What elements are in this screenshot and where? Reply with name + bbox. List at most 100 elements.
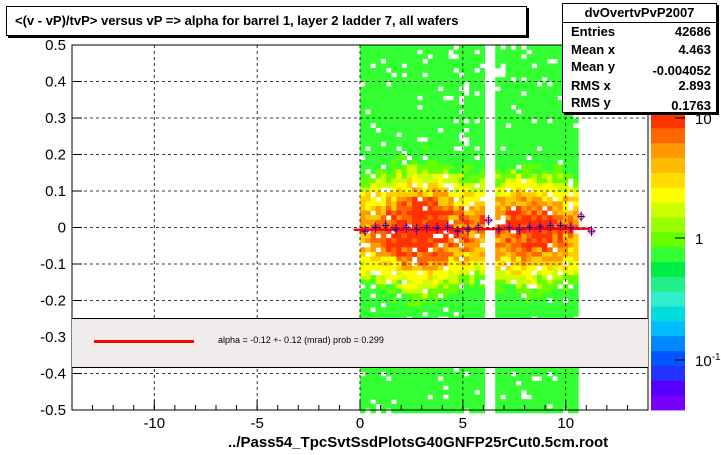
heatmap-cell: [458, 49, 465, 55]
heatmap-cell: [432, 114, 439, 119]
heatmap-cell: [495, 275, 501, 280]
heatmap-cell: [448, 293, 454, 299]
profile-point: [381, 221, 390, 230]
heatmap-cell: [396, 270, 402, 276]
heatmap-cell: [526, 114, 532, 119]
heatmap-cell: [375, 311, 382, 317]
heatmap-cell: [505, 196, 512, 202]
heatmap-cell: [427, 270, 434, 276]
heatmap-cell: [531, 141, 538, 147]
heatmap-cell: [360, 169, 366, 175]
heatmap-cell: [526, 91, 532, 96]
heatmap-cell: [573, 173, 579, 179]
heatmap-cell: [510, 247, 517, 253]
heatmap-cell: [417, 173, 423, 179]
heatmap-cell: [427, 252, 434, 257]
heatmap-cell: [536, 270, 543, 276]
heatmap-cell: [536, 114, 543, 119]
heatmap-cell: [386, 247, 392, 253]
heatmap-cell: [417, 403, 423, 409]
heatmap-cell: [542, 261, 548, 267]
heatmap-cell: [406, 252, 413, 257]
heatmap-cell: [458, 160, 465, 165]
heatmap-cell: [453, 100, 460, 106]
heatmap-cell: [432, 86, 439, 92]
heatmap-cell: [448, 114, 454, 119]
profile-point: [463, 225, 473, 234]
heatmap-cell: [427, 238, 434, 244]
heatmap-cell: [438, 196, 444, 202]
heatmap-cell: [510, 68, 517, 73]
heatmap-cell: [443, 169, 449, 175]
heatmap-cell: [453, 206, 460, 211]
heatmap-cell: [401, 394, 408, 400]
heatmap-cell: [386, 270, 392, 276]
heatmap-cell: [380, 95, 387, 101]
heatmap-cell: [375, 109, 382, 115]
heatmap-cell: [562, 256, 569, 262]
heatmap-cell: [438, 270, 444, 276]
heatmap-cell: [422, 247, 428, 253]
heatmap-cell: [401, 45, 408, 50]
heatmap-cell: [531, 229, 538, 234]
heatmap-cell: [401, 118, 408, 124]
heatmap-cell: [536, 288, 543, 294]
stats-label: Mean y: [571, 59, 616, 74]
heatmap-cell: [500, 279, 506, 285]
heatmap-cell: [469, 242, 475, 248]
palette-tick-label: 1: [695, 231, 703, 248]
heatmap-cell: [547, 45, 553, 50]
heatmap-cell: [500, 233, 506, 239]
heatmap-cell: [365, 238, 371, 244]
heatmap-cell: [391, 150, 397, 156]
profile-point: [453, 226, 462, 236]
heatmap-cell: [453, 385, 460, 391]
heatmap-cell: [396, 86, 402, 92]
heatmap-cell: [495, 132, 501, 138]
heatmap-cell: [469, 123, 475, 129]
palette-cell: [651, 261, 685, 277]
heatmap-cell: [448, 91, 454, 96]
heatmap-cell: [432, 284, 439, 290]
heatmap-cell: [573, 164, 579, 170]
heatmap-cell: [510, 155, 517, 161]
heatmap-cell: [432, 146, 439, 152]
heatmap-cell: [495, 270, 501, 276]
heatmap-cell: [469, 219, 475, 225]
heatmap-cell: [406, 380, 413, 386]
heatmap-cell: [438, 58, 444, 64]
heatmap-cell: [391, 247, 397, 253]
heatmap-cell: [365, 215, 371, 221]
heatmap-cell: [464, 403, 470, 409]
heatmap-cell: [516, 72, 522, 78]
heatmap-cell: [422, 210, 428, 216]
heatmap-cell: [526, 247, 532, 253]
heatmap-cell: [380, 219, 387, 225]
heatmap-cell: [438, 141, 444, 147]
heatmap-cell: [505, 54, 512, 60]
heatmap-cell: [552, 187, 558, 193]
heatmap-cell: [386, 169, 392, 175]
heatmap-cell: [412, 114, 418, 119]
heatmap-cell: [500, 380, 506, 386]
heatmap-cell: [469, 399, 475, 405]
profile-point: [360, 226, 370, 236]
heatmap-cell: [386, 137, 392, 142]
heatmap-cell: [495, 81, 501, 87]
heatmap-cell: [427, 242, 434, 248]
heatmap-cell: [536, 284, 543, 290]
heatmap-cell: [360, 265, 366, 271]
heatmap-cell: [495, 371, 501, 377]
heatmap-cell: [417, 399, 423, 405]
heatmap-cell: [370, 118, 376, 124]
heatmap-cell: [573, 279, 579, 285]
heatmap-cell: [417, 45, 423, 50]
heatmap-cell: [365, 104, 371, 110]
heatmap-cell: [391, 118, 397, 124]
heatmap-cell: [552, 252, 558, 257]
heatmap-cell: [500, 403, 506, 409]
heatmap-cell: [417, 229, 423, 234]
heatmap-cell: [557, 279, 564, 285]
heatmap-cell: [536, 91, 543, 96]
heatmap-cell: [526, 164, 532, 170]
